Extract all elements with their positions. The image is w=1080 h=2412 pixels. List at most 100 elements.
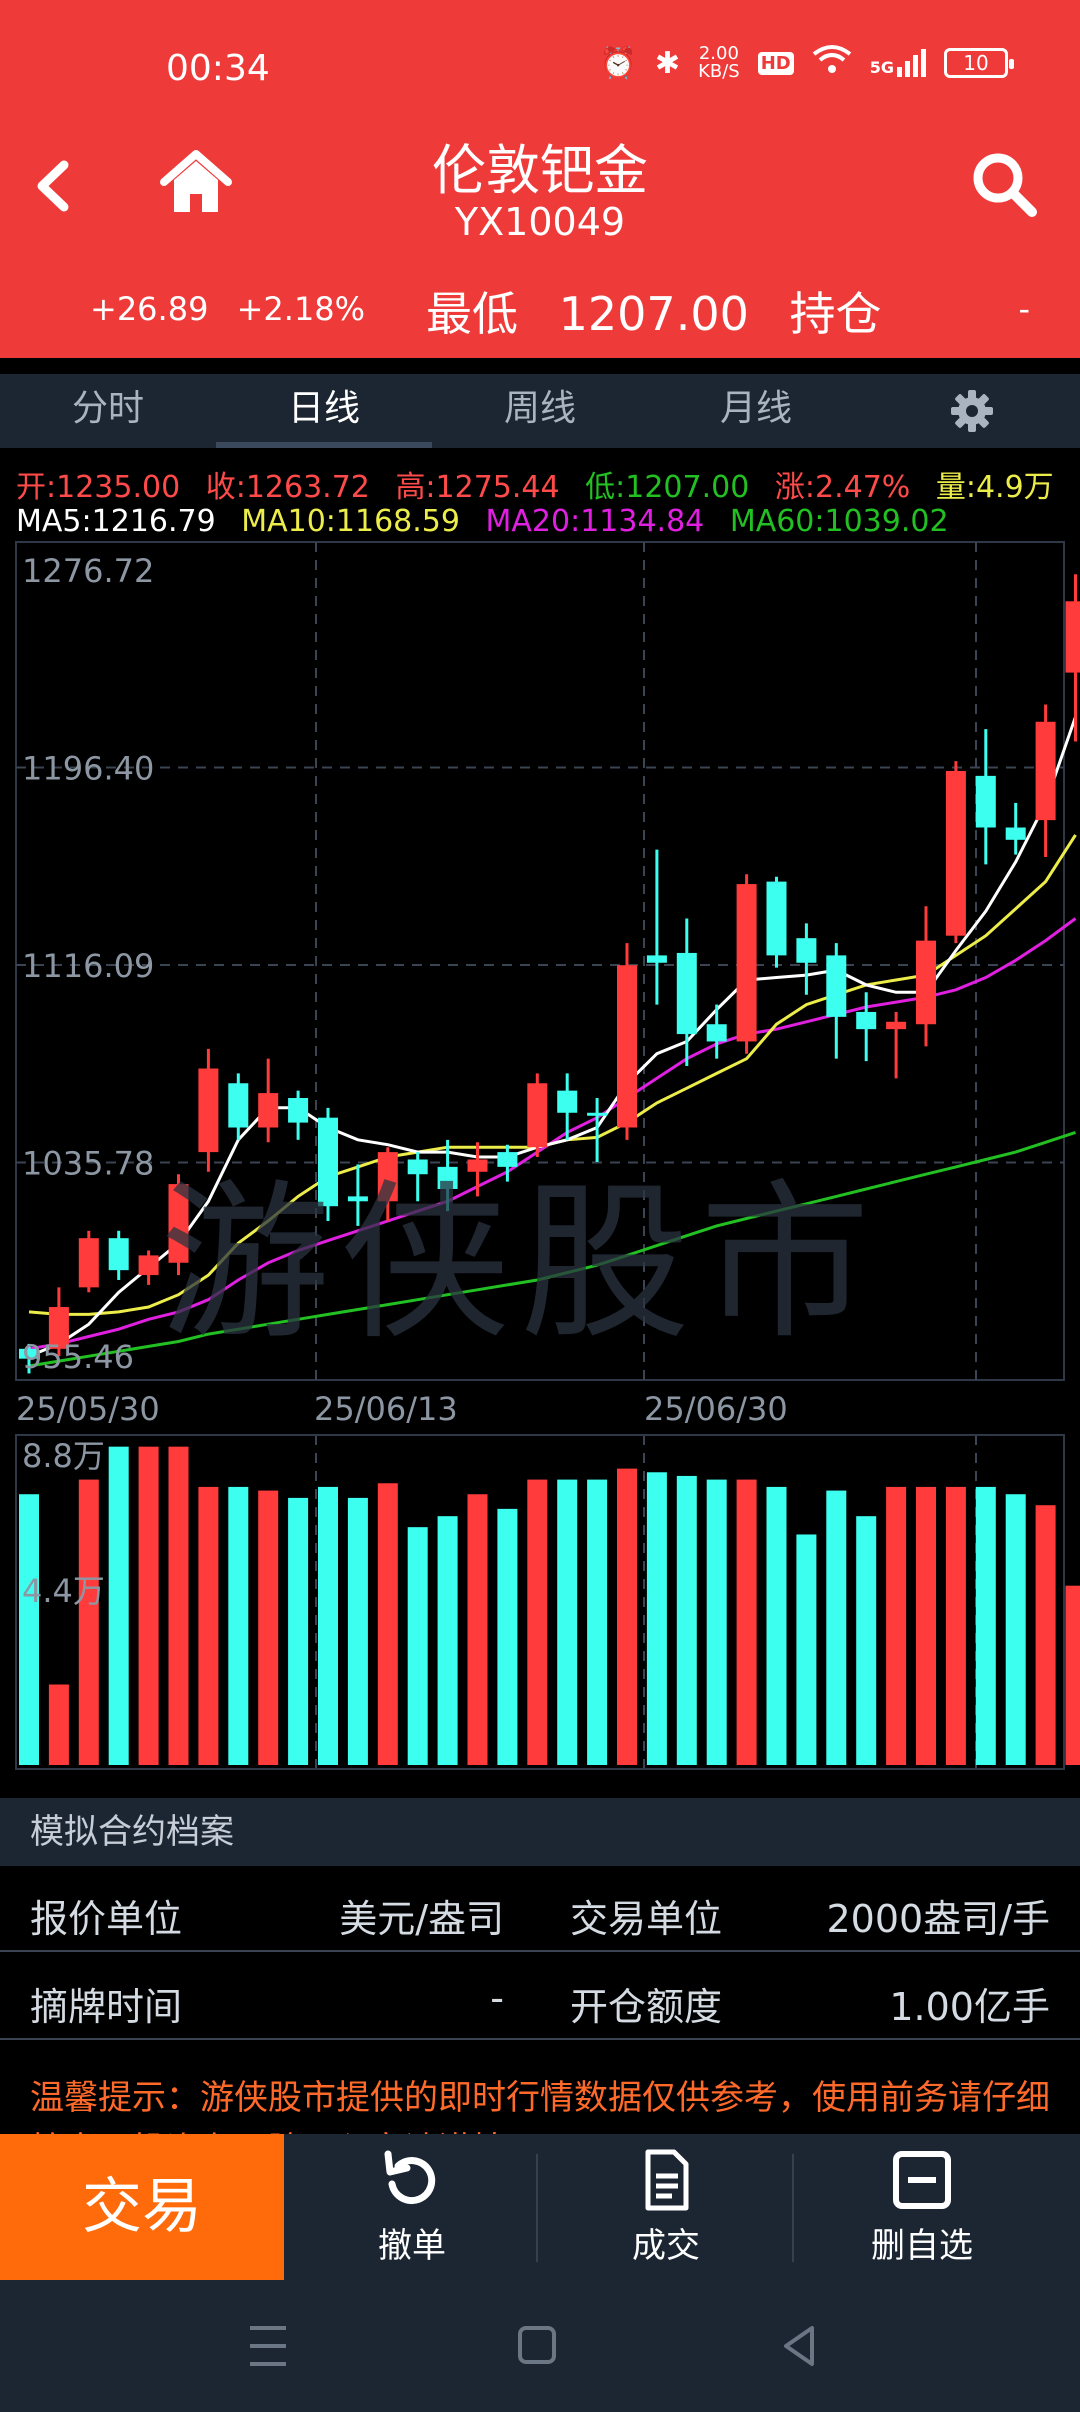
stat-low: 低:1207.00 [585,470,750,505]
menu-nav-icon[interactable] [250,2326,286,2366]
candle-body [886,1021,907,1030]
candle-body [407,1159,428,1175]
tab-monthly[interactable]: 月线 [719,388,792,429]
volume-bar [347,1497,368,1765]
volume-bar [975,1486,996,1765]
volume-bar [138,1446,159,1765]
home-nav-icon[interactable] [518,2326,556,2364]
volume-bar [706,1479,727,1765]
info-key: 摘牌时间 [30,1985,183,2029]
hold-value: - [1018,290,1030,328]
tab-daily[interactable]: 日线 [216,374,432,448]
gear-icon [951,390,993,432]
candle-body [796,938,817,963]
candle-body [676,952,697,1035]
back-button[interactable] [24,145,84,225]
candle [736,874,757,1054]
volume-bar [796,1534,817,1765]
remove-watchlist-label: 删自选 [871,2226,973,2266]
candle-body [766,881,787,956]
candle [856,992,877,1062]
kline-chart[interactable]: 1276.72 1196.40 1116.09 1035.78 955.46 25/05/… [0,540,1080,1800]
candle-body [1035,721,1056,821]
x-tick-label: 25/06/30 [644,1390,788,1428]
volume-bar [377,1483,398,1765]
candle [1065,574,1080,742]
deals-button[interactable]: 成交 [538,2134,794,2280]
page-title: 伦敦钯金 [432,139,648,202]
candle [497,1144,518,1182]
volume-bar [78,1479,99,1765]
search-button[interactable] [968,148,1044,224]
candle-body [347,1196,368,1202]
ma5-line [28,716,1077,1358]
candle [646,849,667,1005]
trade-button[interactable]: 交易 [0,2134,284,2280]
y-tick-label: 1035.78 [22,1144,154,1182]
stat-volume: 量:4.9万 [935,470,1054,505]
hold-label: 持仓 [789,287,882,341]
candle-body [916,940,936,1025]
candle-body [377,1152,398,1202]
tab-intraday[interactable]: 分时 [71,388,144,429]
kline-svg[interactable]: 1276.72 1196.40 1116.09 1035.78 955.46 25/05/… [0,540,1080,1800]
contract-profile-title: 模拟合约档案 [0,1798,1080,1866]
x-tick-label: 25/05/30 [16,1390,160,1428]
x-tick-label: 25/06/13 [314,1390,458,1428]
candle-body [78,1238,99,1288]
candle-body [587,1112,608,1116]
volume-bar [557,1479,578,1765]
candle-body [1005,827,1026,840]
info-key: 开仓额度 [570,1985,723,2029]
candle-body [1065,601,1080,673]
y-tick-label: 955.46 [22,1338,134,1376]
candle [706,1004,727,1059]
candle [108,1230,129,1280]
stat-open: 开:1235.00 [16,470,181,505]
volume-bar [886,1486,907,1765]
volume-bar [198,1486,219,1765]
volume-bar [587,1479,608,1765]
candle-body [48,1307,69,1349]
volume-bar [497,1508,518,1765]
candle-body [467,1159,488,1172]
info-value: 1.00亿手 [889,1985,1050,2029]
candle [377,1147,398,1221]
signal-icon: 5G [870,49,926,77]
info-value: 2000盎司/手 [826,1897,1050,1941]
tab-weekly[interactable]: 周线 [503,388,576,429]
candle [557,1073,578,1140]
candle-body [945,770,966,936]
ohlc-stats: 开:1235.00 收:1263.72 高:1275.44 低:1207.00 … [16,462,1070,506]
candle [138,1250,159,1285]
hd-icon: HD [757,51,794,75]
chart-settings-button[interactable] [864,374,1080,448]
cancel-order-label: 撤单 [378,2226,446,2266]
divider [792,2154,794,2262]
candle-body [19,1348,39,1359]
candle [407,1152,428,1202]
status-icons: ⏰ ✱ 2.00 KB/S HD 5G 10 [600,44,1014,82]
back-nav-icon[interactable] [784,2326,814,2366]
candle [796,923,817,995]
stat-ma10: MA10:1168.59 [241,504,460,539]
volume-bar [19,1494,39,1765]
volume-bar [407,1527,428,1765]
home-icon [160,150,232,212]
home-button[interactable] [158,148,234,218]
cancel-order-button[interactable]: 撤单 [284,2134,540,2280]
info-row: 摘牌时间 - 开仓额度 1.00亿手 [0,1954,1080,2040]
info-value: 美元/盎司 [339,1897,504,1941]
candle [228,1073,249,1140]
candle [826,943,847,1059]
y-tick-label: 1116.09 [22,947,154,985]
remove-watchlist-button[interactable]: 删自选 [794,2134,1050,2280]
divider [536,2154,538,2262]
info-key: 报价单位 [30,1897,183,1941]
stat-ma5: MA5:1216.79 [16,504,216,539]
period-tabs: 分时 日线 周线 月线 [0,374,1080,448]
volume-bar [856,1516,877,1765]
low-value: 1207.00 [558,287,749,341]
risk-notice: 温馨提示：游侠股市提供的即时行情数据仅供参考，使用前务请仔细核实，投资有风险，入… [30,2078,1050,2136]
info-value: - [490,1976,504,2020]
